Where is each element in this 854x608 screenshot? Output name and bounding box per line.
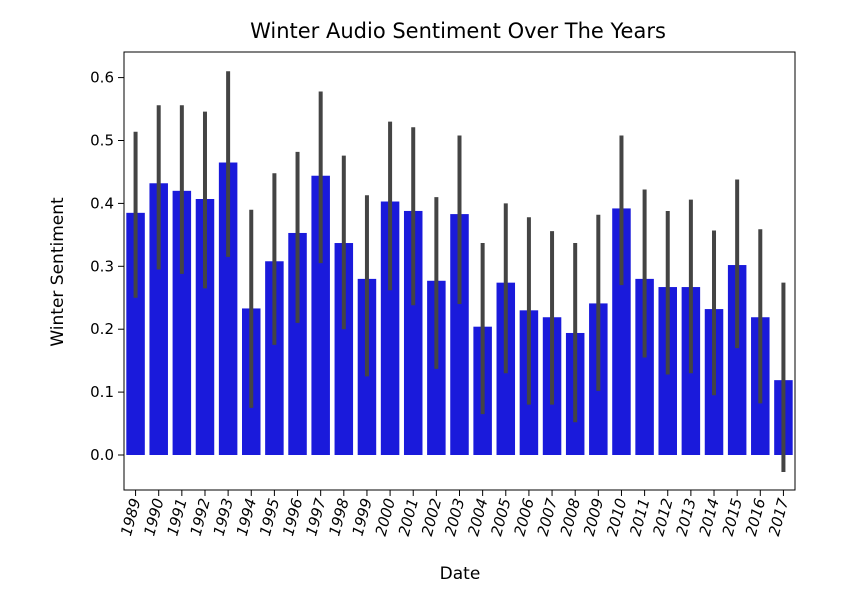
bar: [126, 212, 145, 455]
x-tick-label: 2017: [765, 496, 792, 538]
bar: [172, 190, 192, 455]
y-tick-label: 0.4: [90, 194, 114, 212]
bar: [149, 183, 168, 455]
y-axis-label: Winter Sentiment: [48, 197, 68, 347]
bar: [403, 210, 423, 455]
bar: [265, 261, 284, 455]
y-tick-label: 0.2: [90, 320, 114, 338]
bar: [288, 232, 307, 455]
bar: [727, 265, 747, 455]
bar: [334, 243, 354, 455]
bar: [195, 198, 215, 455]
y-tick-label: 0.5: [90, 132, 114, 150]
bar: [311, 175, 330, 455]
plot-area: 0.00.10.20.30.40.50.61989199019911992199…: [90, 51, 796, 538]
y-tick-label: 0.0: [90, 446, 114, 464]
chart-title: Winter Audio Sentiment Over The Years: [250, 19, 666, 43]
bar: [612, 208, 631, 455]
y-tick-label: 0.6: [90, 69, 114, 87]
x-axis-label: Date: [440, 564, 481, 584]
bar: [635, 278, 654, 455]
y-tick-label: 0.1: [90, 383, 114, 401]
y-tick-label: 0.3: [90, 257, 114, 275]
bar: [380, 201, 400, 455]
bar: [450, 214, 469, 455]
bar: [218, 162, 238, 455]
